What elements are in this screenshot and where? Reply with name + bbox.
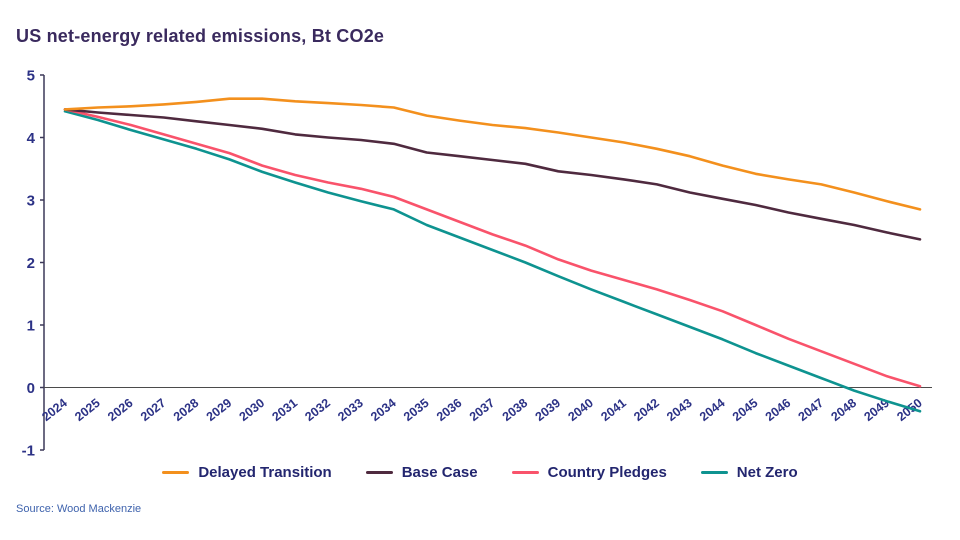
x-tick-label: 2027 — [138, 396, 169, 424]
x-tick-label: 2042 — [631, 396, 662, 424]
x-tick-label: 2039 — [533, 396, 564, 424]
x-tick-label: 2028 — [171, 396, 202, 424]
x-tick-label: 2031 — [270, 396, 301, 424]
x-tick-label: 2049 — [861, 396, 892, 424]
x-tick-label: 2044 — [697, 396, 728, 424]
chart-title: US net-energy related emissions, Bt CO2e — [16, 26, 385, 46]
x-tick-label: 2045 — [730, 396, 761, 424]
x-tick-label: 2036 — [434, 396, 465, 424]
x-tick-label: 2046 — [763, 396, 794, 424]
x-tick-label: 2029 — [204, 396, 235, 424]
source-caption: Source: Wood Mackenzie — [16, 503, 142, 515]
x-tick-label: 2038 — [500, 396, 531, 424]
x-tick-label: 2037 — [467, 396, 498, 424]
legend-item-base-case: Base Case — [365, 464, 478, 481]
y-tick-label: 4 — [27, 130, 36, 147]
x-tick-label: 2026 — [105, 396, 136, 424]
x-tick-label: 2043 — [664, 396, 695, 424]
legend-item-delayed-transition: Delayed Transition — [162, 464, 332, 481]
x-tick-label: 2041 — [598, 396, 629, 424]
x-tick-label: 2048 — [829, 396, 860, 424]
x-tick-label: 2050 — [894, 396, 925, 424]
series-line-country-pledges — [63, 108, 922, 388]
legend-item-net-zero: Net Zero — [700, 464, 798, 481]
y-tick-label: 2 — [27, 255, 35, 272]
legend-item-country-pledges: Country Pledges — [511, 464, 667, 481]
x-tick-label: 2033 — [335, 396, 366, 424]
x-tick-label: 2035 — [401, 396, 432, 424]
series-line-base-case — [63, 108, 922, 241]
chart-legend: Delayed Transition Base Case Country Pledg… — [0, 464, 960, 481]
legend-swatch-country-pledges — [511, 470, 539, 475]
y-tick-label: 3 — [27, 193, 35, 210]
legend-label: Net Zero — [736, 464, 798, 481]
legend-label: Country Pledges — [547, 464, 667, 481]
x-tick-label: 2040 — [565, 396, 596, 424]
legend-swatch-net-zero — [700, 470, 728, 475]
legend-swatch-delayed-transition — [162, 470, 190, 475]
x-tick-label: 2030 — [237, 396, 268, 424]
legend-label: Base Case — [401, 464, 478, 481]
series-line-net-zero — [63, 109, 922, 413]
x-tick-label: 2047 — [796, 396, 827, 424]
y-tick-label: 0 — [27, 380, 35, 397]
y-tick-label: 5 — [27, 68, 35, 85]
series-line-delayed-transition — [63, 97, 922, 211]
legend-swatch-base-case — [365, 470, 393, 475]
x-tick-label: 2025 — [72, 396, 103, 424]
x-tick-label: 2032 — [302, 396, 333, 424]
y-tick-label: -1 — [22, 443, 35, 460]
legend-label: Delayed Transition — [198, 464, 332, 481]
x-tick-label: 2034 — [368, 396, 399, 424]
y-tick-label: 1 — [27, 318, 35, 335]
